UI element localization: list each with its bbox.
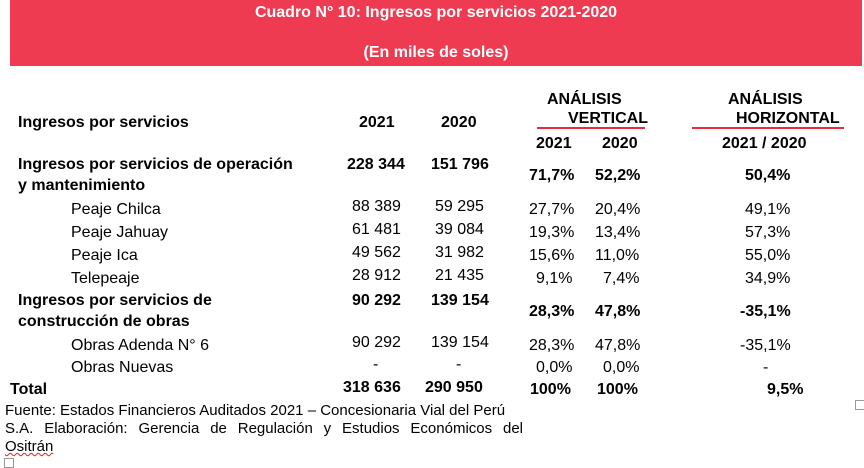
cell-av-2021: 28,3% bbox=[529, 303, 575, 320]
cell-av-2020: 11,0% bbox=[595, 247, 640, 264]
cell-ah: 57,3% bbox=[745, 224, 791, 241]
cell-av-2021: 19,3% bbox=[529, 224, 575, 241]
cell-2020: 59 295 bbox=[435, 198, 484, 215]
cell-av-2021: 9,1% bbox=[536, 270, 573, 287]
row-label: Obras Adenda N° 6 bbox=[71, 337, 210, 354]
cell-ah: 9,5% bbox=[767, 381, 804, 398]
resize-handle[interactable] bbox=[855, 400, 864, 410]
row-label: Obras Nuevas bbox=[71, 359, 174, 376]
cell-av-2021: 28,3% bbox=[529, 337, 575, 354]
header-2020: 2020 bbox=[441, 114, 477, 131]
cell-av-2021: 15,6% bbox=[529, 247, 575, 264]
cell-2021: 49 562 bbox=[352, 244, 401, 261]
cell-2021: 228 344 bbox=[347, 156, 405, 173]
cell-ah: -35,1% bbox=[740, 303, 791, 320]
source-note: Fuente: Estados Financieros Auditados 20… bbox=[5, 402, 523, 456]
vertical-analysis-title-2: VERTICAL bbox=[568, 110, 648, 127]
cell-av-2021: 0,0% bbox=[536, 359, 573, 376]
cell-2021: 318 636 bbox=[343, 379, 401, 396]
header-2021: 2021 bbox=[359, 114, 395, 131]
row-label: Ingresos por servicios de bbox=[18, 292, 212, 309]
source-line-3: Ositrán bbox=[5, 438, 54, 455]
horizontal-analysis-title-2: HORIZONTAL bbox=[736, 110, 840, 127]
cell-av-2021: 27,7% bbox=[529, 201, 575, 218]
cell-av-2020: 7,4% bbox=[603, 270, 640, 287]
row-label-cont: y mantenimiento bbox=[18, 177, 146, 194]
cell-ah: 49,1% bbox=[745, 201, 791, 218]
cell-ah: -35,1% bbox=[740, 337, 791, 354]
cell-ah: 50,4% bbox=[745, 167, 791, 184]
vertical-header-2021: 2021 bbox=[536, 135, 572, 152]
cell-2020: 139 154 bbox=[431, 292, 489, 309]
cell-2020: - bbox=[456, 356, 462, 373]
row-label: Total bbox=[10, 381, 48, 398]
cell-av-2021: 71,7% bbox=[529, 167, 575, 184]
cell-ah: 34,9% bbox=[745, 270, 791, 287]
row-label-cont: construcción de obras bbox=[18, 313, 190, 330]
vertical-header-2020: 2020 bbox=[602, 135, 638, 152]
cell-2021: 90 292 bbox=[352, 292, 401, 309]
cell-av-2020: 52,2% bbox=[595, 167, 641, 184]
row-label: Peaje Jahuay bbox=[71, 224, 168, 241]
vertical-analysis-title-1: ANÁLISIS bbox=[547, 91, 622, 108]
vertical-underline bbox=[537, 127, 645, 129]
cell-2021: 61 481 bbox=[352, 221, 401, 238]
cell-2020: 151 796 bbox=[431, 156, 489, 173]
resize-handle[interactable] bbox=[4, 458, 14, 468]
cell-av-2021: 100% bbox=[530, 381, 571, 398]
row-label: Peaje Ica bbox=[71, 247, 138, 264]
cell-2020: 290 950 bbox=[425, 379, 483, 396]
cell-2020: 139 154 bbox=[431, 334, 489, 351]
cell-2020: 21 435 bbox=[435, 267, 484, 284]
cell-2020: 39 084 bbox=[435, 221, 484, 238]
horizontal-underline bbox=[692, 127, 844, 129]
cell-av-2020: 20,4% bbox=[595, 201, 641, 218]
cell-2021: 28 912 bbox=[352, 267, 401, 284]
row-label: Telepeaje bbox=[71, 270, 140, 287]
cell-2021: 90 292 bbox=[352, 334, 401, 351]
cell-ah: 55,0% bbox=[745, 247, 791, 264]
row-label: Peaje Chilca bbox=[71, 201, 161, 218]
table-title: Cuadro N° 10: Ingresos por servicios 202… bbox=[254, 4, 618, 21]
header-label: Ingresos por servicios bbox=[18, 114, 189, 131]
source-line-1: Fuente: Estados Financieros Auditados 20… bbox=[5, 402, 506, 419]
horizontal-header-range: 2021 / 2020 bbox=[722, 135, 807, 152]
cell-av-2020: 13,4% bbox=[595, 224, 641, 241]
cell-2021: 88 389 bbox=[352, 198, 401, 215]
cell-2020: 31 982 bbox=[435, 244, 484, 261]
cell-ah: - bbox=[763, 359, 769, 376]
row-label: Ingresos por servicios de operación bbox=[18, 156, 293, 173]
title-banner: Cuadro N° 10: Ingresos por servicios 202… bbox=[10, 0, 862, 66]
cell-av-2020: 47,8% bbox=[595, 303, 641, 320]
table-subtitle: (En miles de soles) bbox=[363, 44, 509, 61]
cell-av-2020: 100% bbox=[597, 381, 638, 398]
cell-av-2020: 47,8% bbox=[595, 337, 641, 354]
horizontal-analysis-title-1: ANÁLISIS bbox=[728, 91, 803, 108]
cell-av-2020: 0,0% bbox=[603, 359, 640, 376]
source-line-2: S.A. Elaboración: Gerencia de Regulación… bbox=[5, 420, 523, 437]
cell-2021: - bbox=[373, 356, 379, 373]
